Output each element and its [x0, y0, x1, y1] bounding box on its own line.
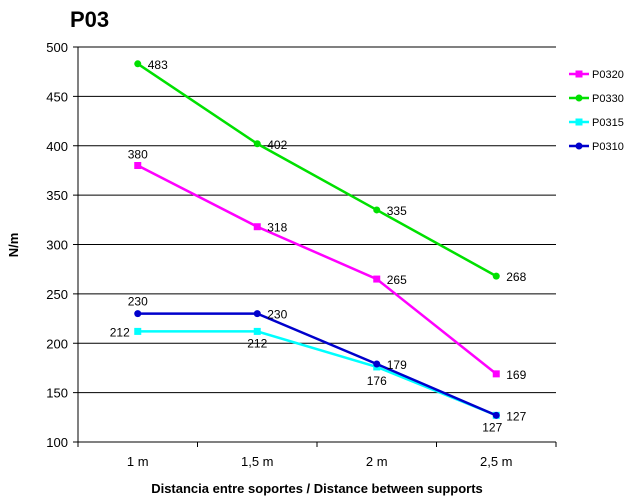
legend-label: P0330: [592, 93, 624, 105]
data-point: [373, 206, 381, 214]
data-point: [492, 272, 500, 280]
data-label: 127: [482, 420, 502, 434]
legend-label: P0315: [592, 117, 624, 129]
data-label: 230: [267, 308, 287, 322]
legend-item: P0320: [569, 69, 624, 81]
data-label: 402: [267, 138, 287, 152]
data-point: [134, 162, 142, 169]
data-labels: 380 318 265 169 483 402 335 268 212 212 176 127 230 2…: [110, 58, 527, 435]
data-point: [253, 327, 261, 335]
y-axis-title: N/m: [6, 233, 21, 258]
data-label: 179: [387, 358, 407, 372]
data-label: 127: [506, 409, 526, 423]
legend: P0320 P0330 P0315 P0310: [569, 69, 624, 153]
x-tick-label: 2,5 m: [480, 454, 513, 469]
data-label: 335: [387, 204, 407, 218]
data-label: 169: [506, 368, 526, 382]
series-P0310: [134, 310, 500, 419]
legend-marker: [575, 94, 583, 102]
y-tick-label: 200: [46, 336, 68, 351]
data-point: [253, 223, 261, 231]
y-tick-label: 300: [46, 238, 68, 253]
y-tick-labels: 100 150 200 250 300 350 400 450 500: [46, 40, 68, 450]
legend-item: P0315: [569, 117, 624, 129]
data-point: [253, 310, 261, 318]
y-tick-label: 400: [46, 139, 68, 154]
series-line: [137, 62, 497, 278]
data-point: [373, 360, 381, 368]
grid-lines: [78, 46, 556, 443]
data-label: 212: [247, 336, 267, 350]
series-P0320: [134, 162, 500, 378]
x-axis-title: Distancia entre soportes / Distance betw…: [151, 481, 483, 496]
data-point: [134, 60, 142, 68]
data-point: [373, 275, 381, 283]
axes: [73, 46, 557, 447]
data-point: [253, 140, 261, 148]
y-tick-label: 100: [46, 435, 68, 450]
data-point: [134, 327, 142, 335]
data-label: 265: [387, 273, 407, 287]
x-tick-labels: 1 m 1,5 m 2 m 2,5 m: [127, 454, 513, 469]
series-line: [137, 164, 498, 375]
x-tick-label: 1 m: [127, 454, 149, 469]
data-point: [134, 310, 142, 318]
data-label: 230: [128, 295, 148, 309]
x-tick-label: 1,5 m: [241, 454, 274, 469]
data-label: 268: [506, 270, 526, 284]
data-label: 318: [267, 221, 287, 235]
y-tick-label: 450: [46, 89, 68, 104]
chart-title: P03: [70, 7, 109, 32]
data-point: [492, 370, 500, 378]
series-line: [137, 330, 497, 417]
legend-marker: [575, 142, 583, 150]
series-P0330: [134, 60, 500, 280]
data-label: 212: [110, 325, 130, 339]
legend-item: P0330: [569, 93, 624, 105]
y-tick-label: 500: [46, 40, 68, 55]
x-tick-label: 2 m: [366, 454, 388, 469]
series: [134, 60, 500, 419]
legend-marker: [575, 118, 583, 126]
series-line: [137, 312, 497, 417]
legend-item: P0310: [569, 141, 624, 153]
y-tick-label: 150: [46, 386, 68, 401]
y-tick-label: 350: [46, 188, 68, 203]
data-label: 483: [148, 58, 168, 72]
y-tick-label: 250: [46, 287, 68, 302]
data-point: [492, 411, 500, 419]
data-label: 176: [367, 374, 387, 388]
legend-marker: [575, 70, 583, 78]
legend-label: P0320: [592, 69, 624, 81]
series-P0315: [134, 327, 500, 419]
data-label: 380: [128, 148, 148, 162]
legend-label: P0310: [592, 141, 624, 153]
